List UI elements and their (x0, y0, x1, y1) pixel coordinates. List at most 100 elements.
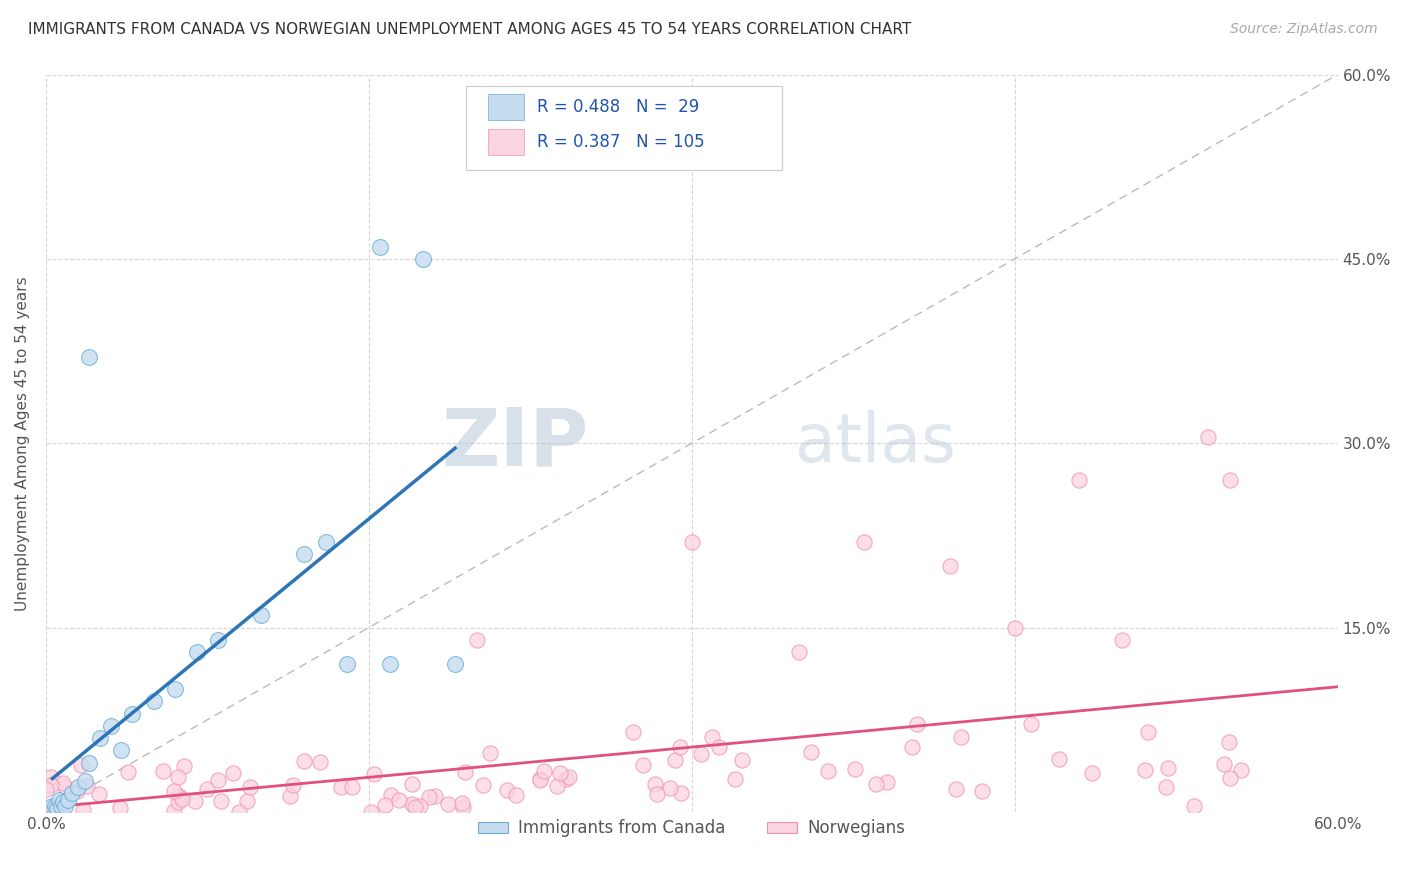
Point (1157, 761, 1180, 775)
Point (707, 739, 730, 754)
Point (209, 794, 232, 808)
Point (309, 756, 332, 770)
Point (142, 694, 165, 708)
Point (368, 239, 391, 253)
Point (167, 771, 190, 785)
Point (45, 801, 67, 815)
Point (87, 787, 110, 801)
Point (558, 770, 581, 784)
Legend: Immigrants from Canada, Norwegians: Immigrants from Canada, Norwegians (471, 813, 912, 844)
Point (165, 681, 187, 696)
Point (631, 757, 654, 772)
Point (409, 799, 432, 814)
Point (52, 776, 75, 790)
Point (700, 730, 723, 744)
Point (724, 772, 747, 786)
Point (1198, 430, 1220, 444)
Point (315, 534, 337, 549)
Point (278, 789, 301, 803)
Point (548, 765, 571, 780)
Point (166, 795, 188, 809)
Point (121, 706, 143, 721)
Point (1004, 621, 1026, 635)
Text: R = 0.387   N = 105: R = 0.387 N = 105 (537, 133, 704, 151)
Text: R = 0.488   N =  29: R = 0.488 N = 29 (537, 98, 699, 116)
Point (207, 632, 229, 647)
Point (554, 772, 576, 787)
Point (731, 753, 754, 767)
Point (418, 789, 440, 804)
Point (1218, 735, 1240, 749)
Point (222, 766, 245, 780)
Point (1156, 780, 1178, 794)
Point (1219, 473, 1241, 487)
Point (173, 759, 195, 773)
Point (853, 534, 876, 549)
Point (401, 777, 423, 791)
Point (900, 740, 922, 755)
Point (681, 534, 703, 549)
Point (529, 772, 551, 787)
Point (472, 778, 495, 792)
Point (163, 804, 186, 818)
Point (817, 764, 839, 778)
Point (876, 775, 898, 789)
Point (70, 758, 93, 772)
Point (66, 783, 89, 797)
Point (1230, 763, 1253, 777)
FancyBboxPatch shape (488, 128, 524, 155)
Point (1219, 771, 1241, 785)
Text: atlas: atlas (796, 410, 956, 476)
Point (52, 795, 75, 809)
Point (228, 805, 250, 819)
Point (41, 798, 63, 813)
Point (39, 770, 62, 784)
Point (404, 800, 426, 814)
Point (621, 725, 644, 739)
Point (945, 782, 967, 797)
Point (195, 781, 218, 796)
Point (1047, 752, 1070, 766)
Point (117, 765, 139, 780)
Point (789, 645, 811, 659)
Text: IMMIGRANTS FROM CANADA VS NORWEGIAN UNEMPLOYMENT AMONG AGES 45 TO 54 YEARS CORRE: IMMIGRANTS FROM CANADA VS NORWEGIAN UNEM… (28, 22, 911, 37)
Point (436, 797, 458, 811)
Point (644, 777, 666, 791)
Point (235, 794, 257, 808)
Point (239, 780, 262, 794)
Point (163, 784, 186, 798)
Point (330, 780, 353, 794)
Point (664, 753, 686, 767)
Point (35, 782, 58, 797)
Point (1019, 717, 1042, 731)
Point (949, 731, 972, 745)
Point (505, 788, 527, 802)
Point (374, 797, 396, 812)
Point (905, 717, 928, 731)
FancyBboxPatch shape (465, 86, 782, 170)
Point (53, 798, 76, 813)
Point (388, 793, 411, 807)
Point (1213, 756, 1236, 771)
Point (77, 350, 100, 364)
Point (533, 764, 555, 778)
Point (423, 789, 446, 803)
Point (336, 657, 359, 672)
Text: Source: ZipAtlas.com: Source: ZipAtlas.com (1230, 22, 1378, 37)
Point (48, 792, 70, 806)
Point (49, 798, 72, 813)
Point (292, 547, 315, 561)
Point (450, 796, 472, 810)
Point (77, 756, 100, 770)
Point (152, 764, 174, 779)
Point (401, 797, 423, 812)
Point (800, 746, 823, 760)
Point (453, 799, 475, 814)
Point (72, 804, 94, 818)
Point (1182, 798, 1205, 813)
Point (172, 791, 194, 805)
Point (67, 780, 90, 795)
Point (1080, 766, 1102, 780)
Point (73, 774, 96, 789)
Point (184, 794, 207, 808)
